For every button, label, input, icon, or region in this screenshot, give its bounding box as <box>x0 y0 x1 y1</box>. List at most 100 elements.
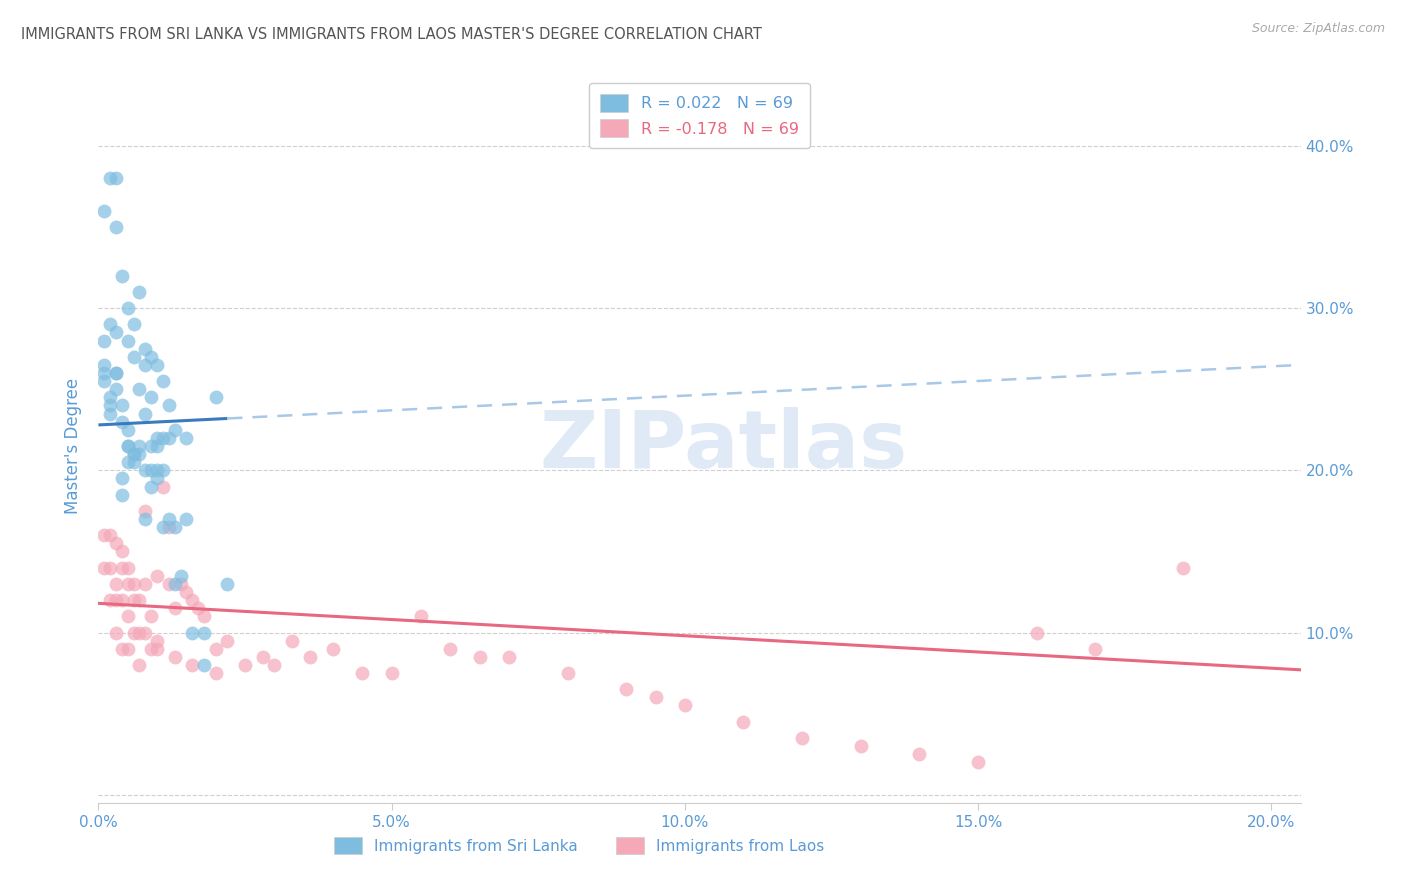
Text: Source: ZipAtlas.com: Source: ZipAtlas.com <box>1251 22 1385 36</box>
Point <box>322 641 344 656</box>
Point <box>111 641 134 656</box>
Point <box>111 415 134 429</box>
Point <box>187 601 209 615</box>
Point <box>233 657 256 672</box>
Point <box>111 560 134 574</box>
Point <box>557 666 579 681</box>
Point <box>98 560 121 574</box>
Point <box>141 463 163 477</box>
Point <box>134 358 156 372</box>
Point <box>163 649 186 664</box>
Point <box>1084 641 1107 656</box>
Point <box>122 625 145 640</box>
Point <box>141 439 163 453</box>
Point <box>122 577 145 591</box>
Point <box>98 593 121 607</box>
Point <box>105 382 128 396</box>
Point <box>134 504 156 518</box>
Point <box>352 666 374 681</box>
Point <box>98 399 121 413</box>
Point <box>157 399 180 413</box>
Point <box>128 285 150 299</box>
Point <box>141 479 163 493</box>
Point <box>193 657 215 672</box>
Point <box>93 334 115 348</box>
Point <box>163 423 186 437</box>
Point <box>181 625 204 640</box>
Point <box>163 520 186 534</box>
Point <box>117 455 139 469</box>
Point <box>122 447 145 461</box>
Point <box>93 528 115 542</box>
Point <box>141 390 163 404</box>
Point <box>263 657 285 672</box>
Point <box>849 739 872 753</box>
Point <box>163 577 186 591</box>
Point <box>134 342 156 356</box>
Point <box>128 439 150 453</box>
Point <box>111 488 134 502</box>
Point <box>93 374 115 388</box>
Point <box>122 447 145 461</box>
Point <box>204 666 226 681</box>
Point <box>122 350 145 364</box>
Point <box>93 366 115 380</box>
Point <box>128 382 150 396</box>
Point <box>217 633 239 648</box>
Point <box>152 463 174 477</box>
Text: IMMIGRANTS FROM SRI LANKA VS IMMIGRANTS FROM LAOS MASTER'S DEGREE CORRELATION CH: IMMIGRANTS FROM SRI LANKA VS IMMIGRANTS … <box>21 27 762 42</box>
Point <box>105 536 128 550</box>
Point <box>252 649 274 664</box>
Point <box>1025 625 1047 640</box>
Point <box>146 431 169 445</box>
Point <box>117 609 139 624</box>
Point <box>98 318 121 332</box>
Point <box>105 577 128 591</box>
Point <box>152 431 174 445</box>
Point <box>98 390 121 404</box>
Point <box>111 471 134 485</box>
Point <box>105 366 128 380</box>
Point <box>122 318 145 332</box>
Point <box>614 682 637 697</box>
Point <box>146 439 169 453</box>
Point <box>169 568 191 582</box>
Point <box>176 431 198 445</box>
Point <box>157 512 180 526</box>
Point <box>146 641 169 656</box>
Point <box>111 544 134 558</box>
Point <box>181 657 204 672</box>
Point <box>409 609 432 624</box>
Point <box>117 423 139 437</box>
Point <box>141 641 163 656</box>
Point <box>105 326 128 340</box>
Point <box>468 649 491 664</box>
Point <box>141 609 163 624</box>
Text: ZIPatlas: ZIPatlas <box>540 407 908 485</box>
Point <box>157 520 180 534</box>
Point <box>134 463 156 477</box>
Point <box>146 633 169 648</box>
Point <box>152 374 174 388</box>
Point <box>122 455 145 469</box>
Point <box>439 641 461 656</box>
Point <box>98 171 121 186</box>
Point <box>152 479 174 493</box>
Point <box>117 439 139 453</box>
Point <box>134 625 156 640</box>
Point <box>134 577 156 591</box>
Point <box>98 407 121 421</box>
Point <box>134 407 156 421</box>
Point <box>128 657 150 672</box>
Point <box>146 471 169 485</box>
Point <box>105 366 128 380</box>
Point <box>117 301 139 315</box>
Point <box>733 714 755 729</box>
Point <box>281 633 304 648</box>
Point <box>298 649 321 664</box>
Point <box>98 528 121 542</box>
Legend: Immigrants from Sri Lanka, Immigrants from Laos: Immigrants from Sri Lanka, Immigrants fr… <box>325 828 834 863</box>
Point <box>105 220 128 235</box>
Point <box>204 641 226 656</box>
Point <box>1173 560 1195 574</box>
